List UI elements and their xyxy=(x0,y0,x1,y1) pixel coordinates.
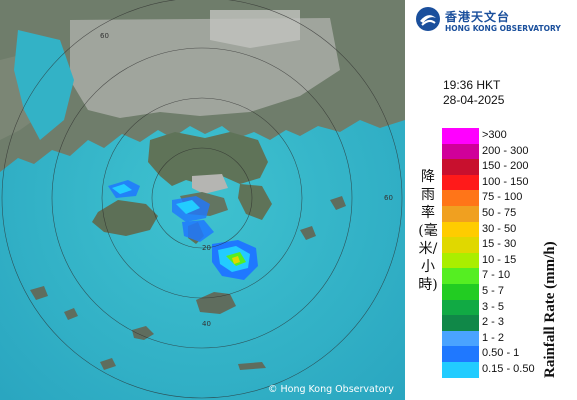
legend-range-label: 0.50 - 1 xyxy=(482,347,520,360)
legend-row: 30 - 50 xyxy=(442,221,572,238)
legend-row: 7 - 10 xyxy=(442,268,572,284)
legend-row: 3 - 5 xyxy=(442,299,572,316)
legend-range-label: 100 - 150 xyxy=(482,175,529,188)
radar-map[interactable]: 20 40 60 60 © Hong Kong Observatory xyxy=(0,0,405,400)
legend-row: 10 - 15 xyxy=(442,252,572,269)
legend-swatch xyxy=(442,190,479,206)
urban-dongguan xyxy=(210,10,300,48)
legend-row: 200 - 300 xyxy=(442,143,572,160)
copyright-notice: © Hong Kong Observatory xyxy=(268,384,394,395)
agency-name-english: HONG KONG OBSERVATORY xyxy=(445,24,561,33)
legend-row: 1 - 2 xyxy=(442,330,572,347)
legend-title-chinese: 降雨率(毫米/小時) xyxy=(418,169,438,293)
legend-range-label: 10 - 15 xyxy=(482,253,517,266)
legend-swatch xyxy=(442,299,479,316)
legend-swatch xyxy=(442,362,479,378)
legend-row: 15 - 30 xyxy=(442,237,572,253)
rain-echoes xyxy=(108,180,258,280)
legend-swatch xyxy=(442,346,479,362)
legend-row: 150 - 200 xyxy=(442,159,572,175)
sai-kung-peninsula xyxy=(238,184,272,220)
radar-map-canvas: 20 40 60 60 xyxy=(0,0,405,400)
legend-range-label: 5 - 7 xyxy=(482,285,505,297)
legend-swatch xyxy=(442,221,479,238)
outlying-islands xyxy=(30,196,346,370)
legend-range-label: 15 - 30 xyxy=(482,238,517,251)
timestamp: 19:36 HKT 28-04-2025 xyxy=(443,78,504,108)
legend-range-label: 200 - 300 xyxy=(482,144,529,157)
legend-swatch xyxy=(442,284,479,300)
legend-row: 0.50 - 1 xyxy=(442,346,572,362)
legend-range-label: 7 - 10 xyxy=(482,269,511,282)
legend-row: 0.15 - 0.50 xyxy=(442,362,572,378)
legend-row: 75 - 100 xyxy=(442,190,572,206)
observation-date: 28-04-2025 xyxy=(443,93,505,107)
lantau-island xyxy=(92,200,158,236)
legend-range-label: 3 - 5 xyxy=(482,300,505,313)
pearl-river-water xyxy=(14,30,74,140)
kowloon-urban xyxy=(192,174,228,194)
svg-text:60: 60 xyxy=(100,32,109,40)
legend-range-label: 1 - 2 xyxy=(482,331,505,344)
legend-range-label: 0.15 - 0.50 xyxy=(482,363,535,375)
legend-range-label: 2 - 3 xyxy=(482,316,505,329)
legend-panel: 香港天文台 HONG KONG OBSERVATORY 19:36 HKT 28… xyxy=(405,0,577,400)
legend-range-label: 150 - 200 xyxy=(482,160,529,173)
legend-row: 2 - 3 xyxy=(442,315,572,331)
svg-text:20: 20 xyxy=(202,244,211,252)
legend-swatch xyxy=(442,159,479,175)
legend-range-label: >300 xyxy=(482,129,507,141)
legend-row: 100 - 150 xyxy=(442,174,572,191)
legend-swatch xyxy=(442,252,479,269)
svg-text:40: 40 xyxy=(202,320,211,328)
range-ring-labels: 20 40 60 60 xyxy=(100,32,393,328)
range-rings xyxy=(1,0,403,399)
new-territories xyxy=(148,132,268,186)
observation-time: 19:36 HKT xyxy=(443,78,501,92)
observatory-logo-icon xyxy=(416,7,440,31)
legend-swatch xyxy=(442,330,479,347)
legend-range-label: 50 - 75 xyxy=(482,207,517,219)
legend-row: >300 xyxy=(442,128,572,144)
legend-swatch xyxy=(442,128,479,144)
agency-logo[interactable]: 香港天文台 HONG KONG OBSERVATORY xyxy=(415,6,575,36)
legend-range-label: 30 - 50 xyxy=(482,222,517,235)
legend-swatch xyxy=(442,206,479,222)
legend-swatch xyxy=(442,315,479,331)
legend-swatch xyxy=(442,237,479,253)
legend-range-label: 75 - 100 xyxy=(482,191,523,204)
agency-name-chinese: 香港天文台 xyxy=(445,10,511,24)
legend-swatch xyxy=(442,143,479,160)
legend-swatch xyxy=(442,268,479,284)
svg-text:60: 60 xyxy=(384,194,393,202)
legend-row: 50 - 75 xyxy=(442,206,572,222)
legend-row: 5 - 7 xyxy=(442,284,572,300)
legend-title-english: Rainfall Rate (mm/h) xyxy=(542,240,558,378)
legend-swatch xyxy=(442,174,479,191)
